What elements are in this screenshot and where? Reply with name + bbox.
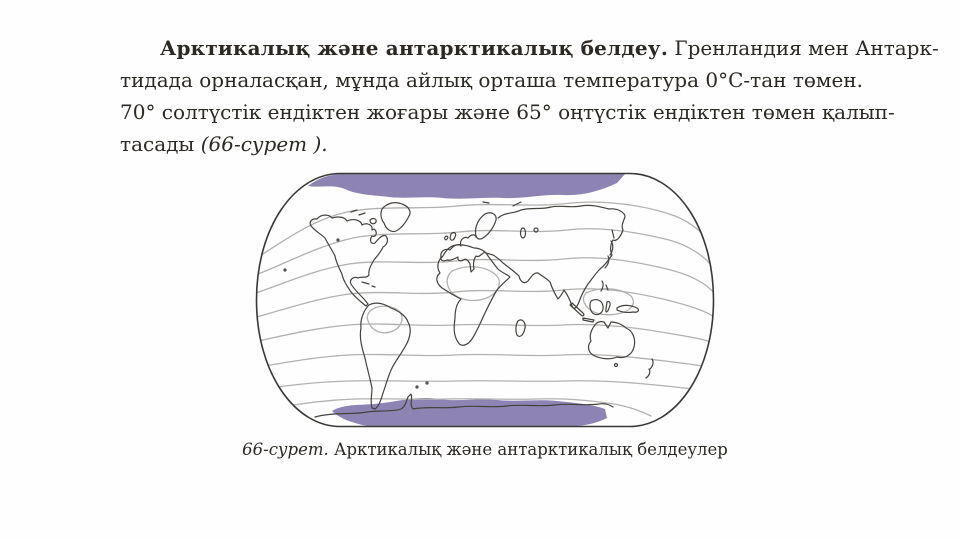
tasmania-dot bbox=[613, 362, 619, 368]
paragraph-line-1: Арктикалық және антарктикалық белдеу. Гр… bbox=[120, 32, 939, 64]
caption-figure-label: 66-сурет. bbox=[242, 440, 329, 459]
paragraph-line-3: 70° солтүстік ендіктен жоғары және 65° о… bbox=[120, 100, 895, 124]
pacific-island-dot2 bbox=[336, 238, 340, 242]
africa-outline bbox=[436, 244, 511, 346]
north-america-outline bbox=[309, 214, 389, 307]
antarctic-island-dot2 bbox=[425, 381, 429, 385]
figure-map bbox=[255, 172, 715, 428]
caspian-sea-outline bbox=[519, 227, 527, 239]
isotherm-lines bbox=[256, 201, 714, 417]
scandinavia-outline bbox=[474, 212, 497, 240]
europe-coast bbox=[440, 234, 477, 258]
paragraph-line-1-rest: Гренландия мен Антарк- bbox=[674, 36, 939, 60]
iceland-outline bbox=[369, 217, 377, 225]
australia-outline bbox=[587, 321, 636, 360]
madagascar-outline bbox=[515, 319, 526, 338]
paragraph-line-2: тидада орналасқан, мұнда айлық орташа те… bbox=[120, 68, 863, 92]
sumatra-outline bbox=[569, 302, 585, 317]
antarctic-belt-region bbox=[332, 397, 607, 426]
borneo-outline bbox=[589, 299, 604, 316]
india-arabia-coast bbox=[495, 256, 565, 300]
british-isles-outline bbox=[444, 231, 457, 241]
new-guinea-outline bbox=[616, 304, 639, 313]
antarctic-island-dot bbox=[415, 385, 419, 389]
map-frame bbox=[255, 172, 715, 428]
caribbean-islands bbox=[361, 281, 376, 288]
arctic-belt-region bbox=[308, 174, 625, 199]
paragraph-line-4: тасады (66-сурет ). bbox=[120, 128, 846, 160]
paragraph-line-4-plain: тасады bbox=[120, 132, 201, 156]
mediterranean-coast bbox=[440, 251, 497, 273]
new-zealand-outline bbox=[645, 358, 654, 379]
caption-text: Арктикалық және антарктикалық белдеулер bbox=[328, 440, 728, 459]
paragraph: Арктикалық және антарктикалық белдеу. Гр… bbox=[120, 32, 939, 160]
asia-coast bbox=[497, 204, 626, 309]
greenland-outline bbox=[380, 202, 411, 233]
south-america-outline bbox=[359, 302, 411, 410]
japan-outline bbox=[604, 229, 615, 269]
arctic-islands bbox=[350, 201, 522, 216]
figure-reference: (66-сурет ). bbox=[200, 132, 328, 156]
lake-outline bbox=[533, 227, 539, 233]
figure-caption: 66-сурет. Арктикалық және антарктикалық … bbox=[155, 438, 815, 462]
philippines-outline bbox=[600, 280, 609, 292]
sulawesi-outline bbox=[605, 300, 611, 313]
paragraph-lead-bold: Арктикалық және антарктикалық белдеу. bbox=[160, 36, 668, 60]
java-outline bbox=[582, 317, 595, 323]
continent-outlines bbox=[283, 201, 654, 418]
pacific-island-dot bbox=[283, 268, 287, 272]
world-map-svg bbox=[255, 172, 715, 428]
antarctica-coast bbox=[314, 393, 614, 418]
